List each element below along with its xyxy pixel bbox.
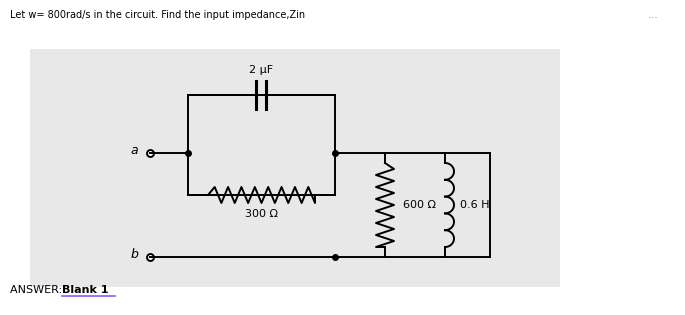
Text: 600 Ω: 600 Ω — [403, 200, 436, 210]
Text: b: b — [130, 249, 138, 261]
Text: 2 μF: 2 μF — [249, 65, 273, 75]
FancyBboxPatch shape — [30, 49, 560, 287]
Text: a: a — [130, 145, 138, 158]
Text: Let w= 800rad/s in the circuit. Find the input impedance,Zin: Let w= 800rad/s in the circuit. Find the… — [10, 10, 305, 20]
Text: 0.6 H: 0.6 H — [460, 200, 490, 210]
Text: ANSWER:: ANSWER: — [10, 285, 66, 295]
Text: 300 Ω: 300 Ω — [245, 209, 278, 219]
Text: ...: ... — [648, 10, 659, 20]
Text: Blank 1: Blank 1 — [62, 285, 108, 295]
